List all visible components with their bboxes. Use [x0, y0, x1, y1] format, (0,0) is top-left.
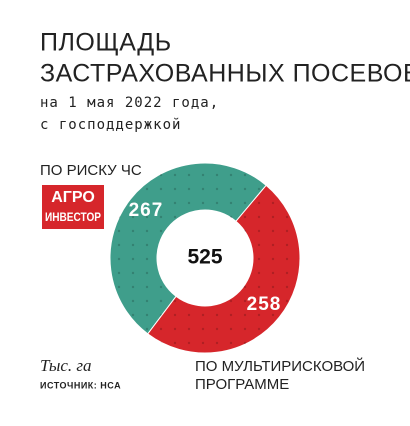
- subtitle-line: на 1 мая 2022 года,: [40, 95, 219, 111]
- slice-texture: [110, 163, 267, 334]
- source: ИСТОЧНИК: НСА: [40, 380, 121, 390]
- value-label: 258: [247, 294, 282, 315]
- logo-text: ИНВЕСТОР: [45, 210, 101, 224]
- total-label: 525: [187, 246, 222, 269]
- category-label: ПО РИСКУ ЧС: [40, 162, 142, 179]
- category-label: ПРОГРАММЕ: [195, 376, 289, 393]
- title-line: ЗАСТРАХОВАННЫХ ПОСЕВОВ: [40, 60, 410, 88]
- category-label: ПО МУЛЬТИРИСКОВОЙ: [195, 357, 365, 375]
- logo-box: [42, 185, 104, 229]
- subtitle-line: с господдержкой: [40, 117, 181, 133]
- title-line: ПЛОЩАДЬ: [40, 29, 172, 57]
- slice-texture: [147, 185, 301, 354]
- value-label: 267: [129, 200, 164, 221]
- logo-text: АГРО: [51, 189, 95, 206]
- unit: Тыс. га: [40, 356, 92, 375]
